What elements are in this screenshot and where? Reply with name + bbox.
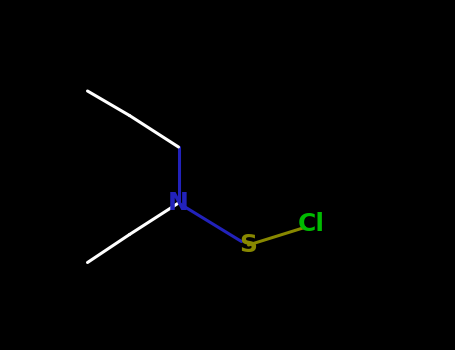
Text: Cl: Cl <box>298 212 325 236</box>
Text: S: S <box>239 233 258 257</box>
Text: N: N <box>168 191 189 215</box>
